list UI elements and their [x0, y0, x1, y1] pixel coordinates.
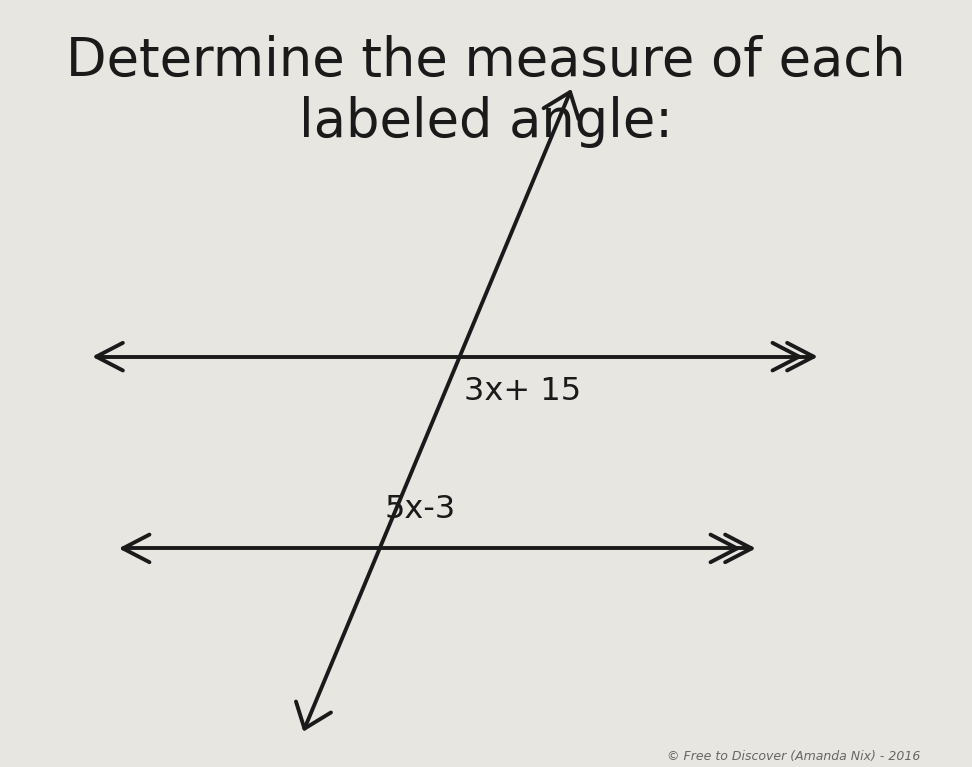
Text: 3x+ 15: 3x+ 15 [464, 376, 581, 407]
Text: 5x-3: 5x-3 [384, 495, 456, 525]
Text: © Free to Discover (Amanda Nix) - 2016: © Free to Discover (Amanda Nix) - 2016 [667, 750, 920, 763]
Text: Determine the measure of each: Determine the measure of each [66, 35, 906, 87]
Text: labeled angle:: labeled angle: [299, 96, 673, 148]
